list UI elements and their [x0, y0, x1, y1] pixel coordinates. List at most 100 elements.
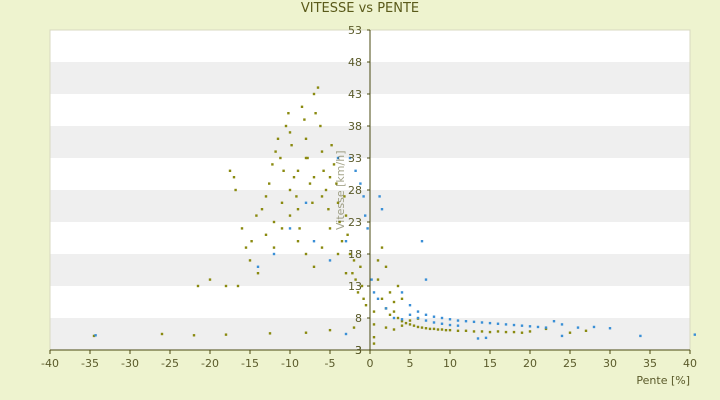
y-tick-label: 18 [348, 248, 362, 261]
data-point [280, 201, 284, 204]
data-point [536, 325, 540, 329]
data-point [412, 324, 416, 327]
data-point [359, 182, 362, 185]
data-point [420, 240, 424, 243]
x-tick-label: -20 [201, 357, 219, 370]
data-point [388, 291, 392, 294]
data-point [372, 342, 376, 345]
data-point [372, 323, 376, 326]
data-point [372, 310, 376, 313]
data-point [248, 259, 252, 262]
x-tick-label: -35 [81, 357, 99, 370]
x-tick-label: 0 [367, 357, 374, 370]
data-point [464, 320, 468, 323]
data-point [346, 233, 349, 236]
data-point [314, 112, 317, 115]
data-point [432, 315, 436, 318]
data-point [544, 326, 548, 329]
data-point [400, 320, 404, 323]
data-point [608, 327, 612, 330]
data-point [639, 334, 642, 338]
data-point [392, 300, 396, 304]
y-tick-label: 8 [355, 312, 362, 325]
data-point [488, 330, 492, 334]
y-tick-label: 48 [348, 56, 362, 69]
data-point [324, 188, 328, 192]
data-point [312, 176, 316, 179]
y-tick-label: 28 [348, 184, 362, 197]
data-point [496, 322, 500, 325]
data-point [376, 278, 380, 281]
data-point [356, 291, 360, 294]
y-tick-label: 43 [348, 88, 362, 101]
data-point [456, 319, 460, 322]
data-point [480, 330, 484, 333]
data-point [268, 332, 272, 335]
data-point [370, 278, 373, 281]
data-point [336, 201, 340, 204]
data-point [504, 323, 508, 326]
data-point [400, 318, 404, 321]
x-tick-label: 30 [603, 357, 617, 370]
data-point [400, 291, 404, 294]
data-point [232, 176, 236, 179]
data-point [304, 137, 308, 140]
tick-labels: -40 -35 -30 -25 -20 -15 -10 -5 0 5 10 15 20 25 30 35 40 3… [41, 24, 697, 370]
data-point [288, 131, 292, 134]
data-point [366, 227, 369, 230]
data-point [288, 214, 292, 217]
data-point [480, 321, 484, 324]
data-point [272, 252, 276, 256]
data-point [311, 201, 314, 204]
data-point [240, 227, 244, 230]
data-point [378, 195, 381, 198]
data-point [348, 252, 352, 256]
data-point [424, 327, 428, 330]
data-point [292, 176, 296, 179]
data-point [504, 330, 508, 334]
data-point [255, 214, 258, 217]
x-tick-label: 15 [483, 357, 497, 370]
data-point [359, 265, 362, 268]
data-point [304, 201, 308, 204]
data-point [432, 327, 436, 331]
x-tick-label: 10 [443, 357, 457, 370]
data-point [160, 332, 164, 336]
data-point [408, 304, 412, 307]
data-point [322, 169, 325, 172]
data-point [196, 284, 200, 288]
data-point [343, 195, 346, 198]
data-point [392, 328, 396, 331]
x-tick-label: 25 [563, 357, 577, 370]
data-point [464, 329, 468, 332]
data-point [384, 326, 388, 329]
data-point [298, 227, 301, 230]
data-point [303, 118, 306, 121]
y-tick-label: 13 [348, 280, 362, 293]
x-tick-label: -5 [325, 357, 336, 370]
data-point [456, 329, 460, 332]
data-point [351, 272, 354, 275]
x-tick-label: -30 [121, 357, 139, 370]
data-point [256, 265, 260, 268]
data-point [308, 182, 312, 185]
data-point [472, 320, 476, 324]
data-point [560, 334, 564, 338]
data-point [436, 328, 440, 331]
data-point [304, 331, 308, 334]
data-point [287, 112, 290, 115]
data-point [312, 92, 316, 96]
data-point [520, 331, 524, 334]
y-tick-label: 33 [348, 152, 362, 165]
data-point [416, 316, 420, 320]
data-point [392, 316, 396, 320]
data-point [360, 284, 364, 288]
data-point [354, 278, 357, 281]
data-point [372, 291, 376, 294]
data-point [274, 150, 277, 153]
data-point [448, 323, 452, 327]
y-tick-label: 3 [355, 344, 362, 357]
data-point [376, 297, 380, 300]
data-point [319, 124, 322, 128]
data-point [440, 328, 444, 331]
